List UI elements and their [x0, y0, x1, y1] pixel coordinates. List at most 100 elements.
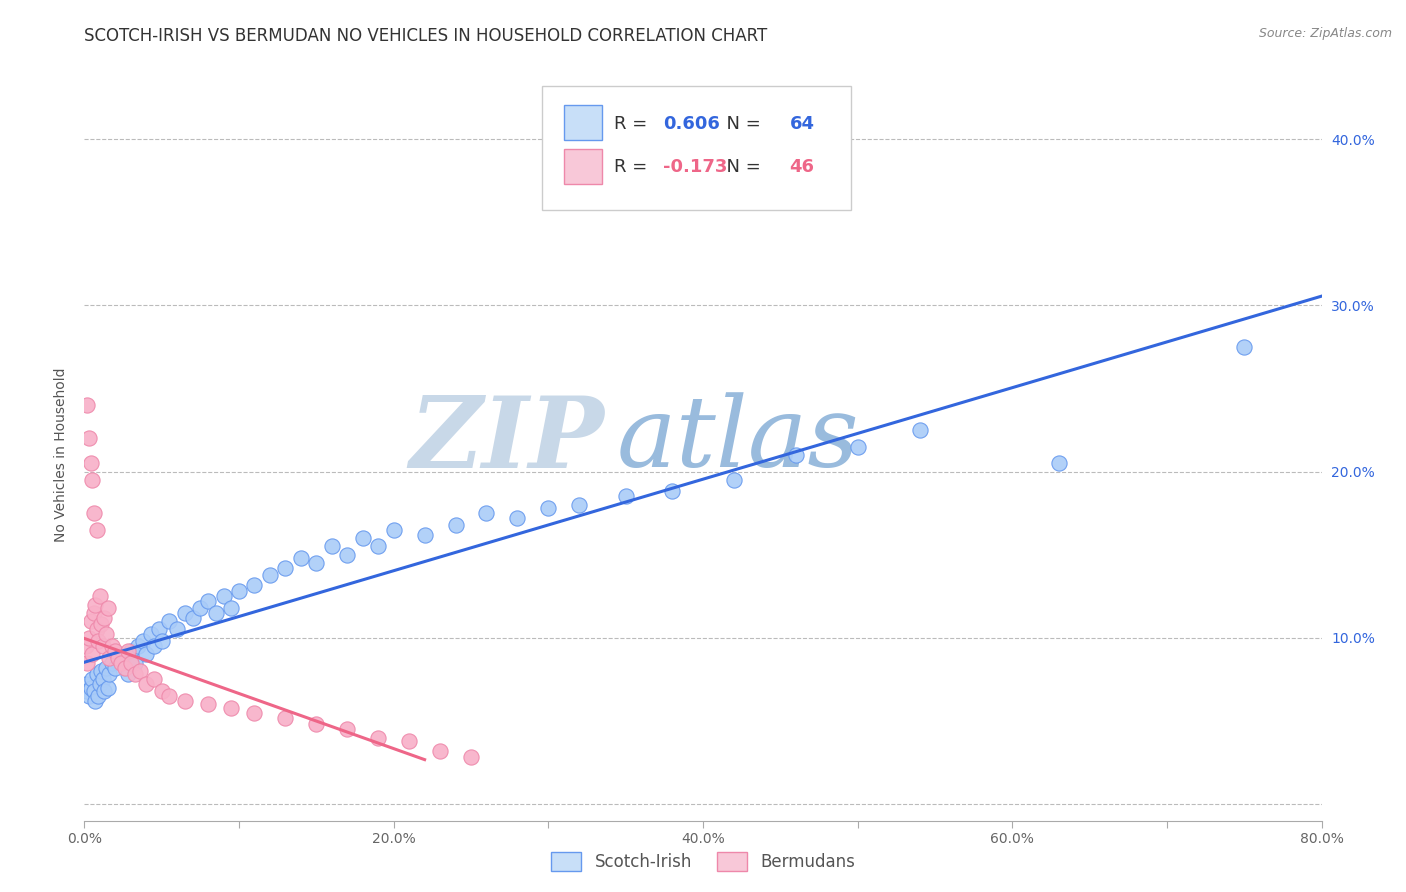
Point [614, 490, 637, 504]
Point [259, 567, 281, 582]
FancyBboxPatch shape [543, 86, 852, 210]
Point [150, 684, 173, 698]
Point [84, 598, 107, 612]
Point [90, 617, 112, 632]
Point [132, 634, 155, 648]
Point [94, 661, 117, 675]
Point [444, 517, 467, 532]
Point [305, 556, 328, 570]
Point [86, 667, 108, 681]
Point [305, 717, 328, 731]
Point [166, 623, 188, 637]
Point [82, 673, 104, 687]
Point [212, 589, 235, 603]
Point [120, 644, 142, 658]
Point [90, 664, 112, 678]
Text: N =: N = [716, 159, 766, 177]
Point [143, 639, 166, 653]
Point [723, 473, 745, 487]
Point [274, 561, 297, 575]
Text: Source: ZipAtlas.com: Source: ZipAtlas.com [1258, 27, 1392, 40]
Point [197, 698, 219, 712]
Point [568, 498, 591, 512]
Point [174, 606, 197, 620]
Point [120, 656, 142, 670]
Point [135, 677, 157, 691]
Point [91, 639, 114, 653]
Point [243, 577, 266, 591]
Point [83, 684, 105, 698]
Point [110, 656, 132, 670]
Point [77, 431, 100, 445]
Point [87, 634, 110, 648]
Point [243, 706, 266, 720]
Point [91, 673, 114, 687]
Point [112, 650, 135, 665]
Point [76, 398, 98, 412]
Point [336, 548, 359, 562]
Legend: Scotch-Irish, Bermudans: Scotch-Irish, Bermudans [544, 846, 862, 878]
Point [79, 456, 101, 470]
Point [101, 656, 124, 670]
Point [159, 614, 181, 628]
Point [159, 689, 181, 703]
Text: ZIP: ZIP [409, 392, 605, 489]
Point [274, 710, 297, 724]
Point [86, 523, 108, 537]
Point [89, 677, 111, 691]
Point [98, 667, 121, 681]
Point [506, 511, 529, 525]
Text: N =: N = [716, 114, 766, 133]
Point [382, 523, 405, 537]
Text: R =: R = [614, 114, 652, 133]
Point [429, 744, 451, 758]
Point [107, 650, 129, 665]
Point [94, 627, 117, 641]
Point [150, 634, 173, 648]
Point [221, 700, 243, 714]
Point [79, 681, 101, 695]
Point [181, 611, 204, 625]
Point [661, 484, 683, 499]
Point [228, 584, 250, 599]
Text: R =: R = [614, 159, 652, 177]
Point [107, 648, 129, 662]
Y-axis label: No Vehicles in Household: No Vehicles in Household [53, 368, 67, 542]
Point [97, 600, 120, 615]
Point [221, 600, 243, 615]
Point [104, 644, 127, 658]
Point [75, 677, 97, 691]
Point [1047, 456, 1070, 470]
Point [101, 639, 124, 653]
Point [367, 539, 389, 553]
Text: SCOTCH-IRISH VS BERMUDAN NO VEHICLES IN HOUSEHOLD CORRELATION CHART: SCOTCH-IRISH VS BERMUDAN NO VEHICLES IN … [84, 27, 768, 45]
Point [475, 506, 498, 520]
Point [785, 448, 807, 462]
Point [128, 639, 150, 653]
Point [83, 506, 105, 520]
Point [77, 689, 100, 703]
Text: 64: 64 [790, 114, 814, 133]
Point [93, 611, 115, 625]
Text: atlas: atlas [616, 392, 859, 488]
Text: 0.606: 0.606 [664, 114, 720, 133]
Point [188, 600, 212, 615]
Point [114, 661, 136, 675]
Point [367, 731, 389, 745]
Point [1233, 340, 1256, 354]
Point [321, 539, 343, 553]
Text: -0.173: -0.173 [664, 159, 728, 177]
Point [143, 673, 166, 687]
Point [398, 734, 420, 748]
Point [139, 627, 162, 641]
Point [129, 664, 152, 678]
Point [537, 501, 560, 516]
Point [117, 644, 139, 658]
Text: 46: 46 [790, 159, 814, 177]
Point [87, 689, 110, 703]
Point [98, 650, 121, 665]
Point [336, 723, 359, 737]
Point [460, 750, 482, 764]
Point [908, 423, 931, 437]
Point [76, 684, 98, 698]
